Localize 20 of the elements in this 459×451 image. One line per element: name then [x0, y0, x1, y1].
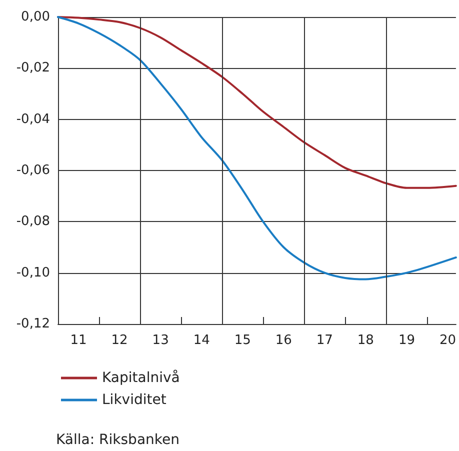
y-tick-label: -0,08 — [16, 214, 50, 230]
y-tick-label: -0,10 — [16, 265, 50, 280]
x-tick-label: 14 — [193, 333, 210, 348]
y-tick-label: -0,02 — [16, 60, 50, 76]
x-tick-label: 11 — [70, 333, 87, 348]
x-tick-label: 19 — [398, 333, 415, 348]
x-tick-label: 15 — [234, 333, 251, 348]
legend-label: Likviditet — [102, 392, 167, 408]
x-tick-label: 13 — [152, 333, 169, 348]
y-tick-label: -0,06 — [16, 163, 50, 178]
text: Källa: Riksbanken — [56, 432, 180, 448]
x-tick-label: 17 — [316, 333, 333, 348]
legend-label: Kapitalnivå — [102, 369, 180, 386]
x-tick-label: 18 — [357, 333, 374, 348]
y-tick-label: -0,04 — [16, 112, 50, 127]
y-tick-label: -0,12 — [16, 316, 50, 332]
x-tick-label: 20 — [439, 333, 456, 348]
y-tick-label: 0,00 — [21, 10, 50, 24]
x-tick-label: 16 — [275, 333, 292, 348]
x-tick-label: 12 — [111, 333, 128, 348]
